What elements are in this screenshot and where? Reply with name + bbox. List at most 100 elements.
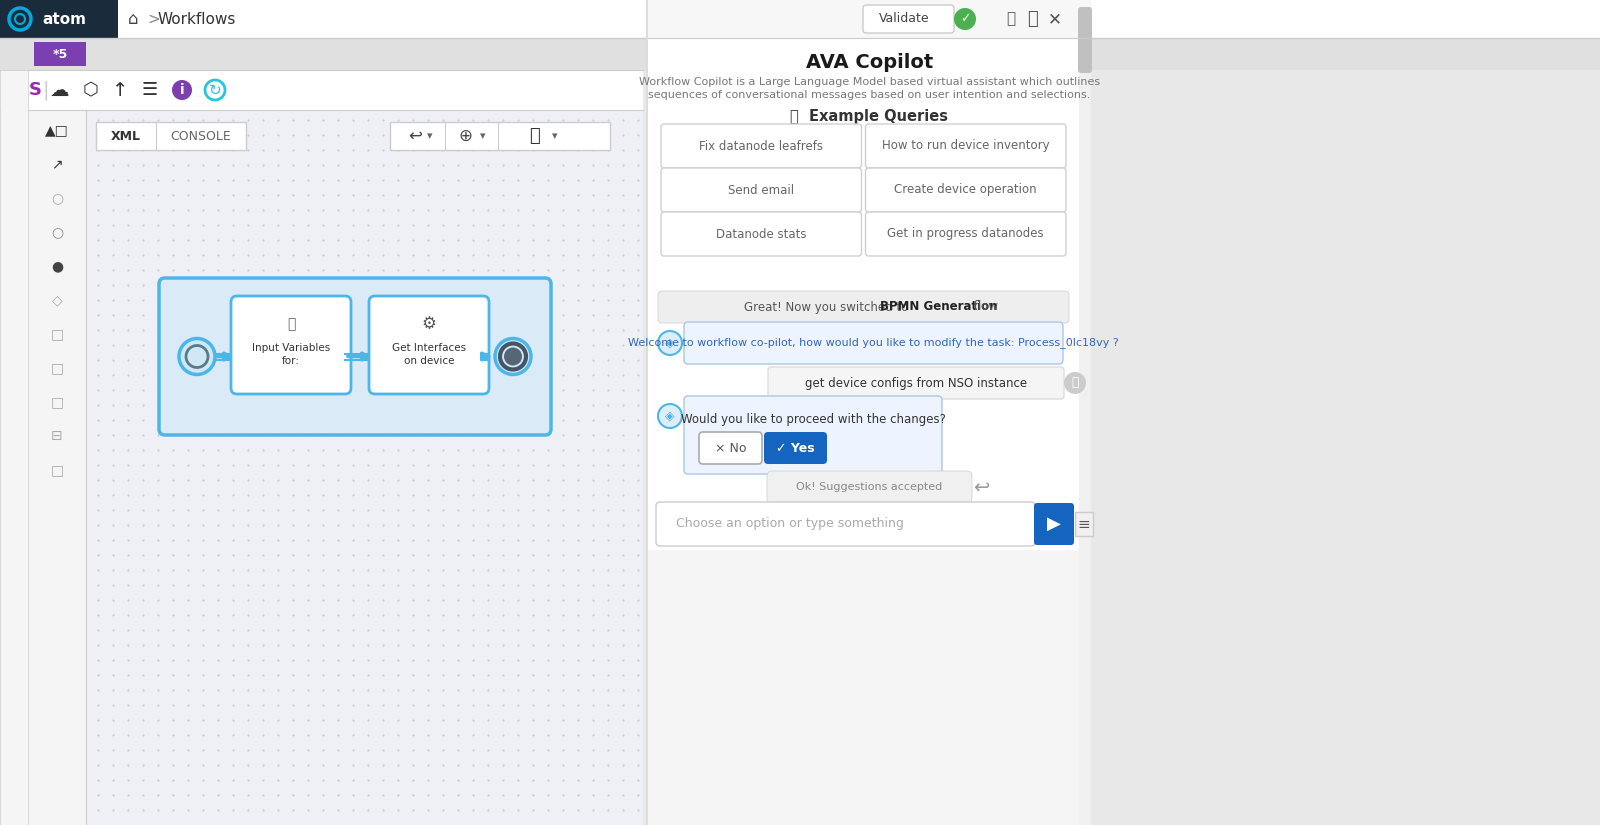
Text: ⊕: ⊕ (458, 127, 472, 145)
Text: How to run device inventory: How to run device inventory (882, 139, 1050, 153)
Text: ⤢: ⤢ (1027, 10, 1038, 28)
FancyBboxPatch shape (29, 110, 86, 825)
Text: ◈: ◈ (666, 337, 675, 350)
Text: ↩: ↩ (408, 127, 422, 145)
Text: ⌂: ⌂ (128, 10, 139, 28)
FancyBboxPatch shape (1078, 7, 1091, 73)
Text: ↩: ↩ (973, 478, 989, 497)
FancyBboxPatch shape (29, 110, 643, 825)
FancyBboxPatch shape (765, 432, 827, 464)
FancyBboxPatch shape (0, 70, 643, 110)
FancyBboxPatch shape (646, 0, 648, 825)
Text: Datanode stats: Datanode stats (717, 228, 806, 241)
FancyBboxPatch shape (661, 212, 861, 256)
Text: ●: ● (51, 259, 62, 273)
Text: ≡: ≡ (894, 10, 910, 29)
Text: × No: × No (715, 441, 746, 455)
Text: >: > (147, 12, 160, 26)
Text: on device: on device (403, 356, 454, 366)
FancyBboxPatch shape (699, 432, 762, 464)
FancyBboxPatch shape (230, 296, 350, 394)
Circle shape (494, 338, 531, 375)
Circle shape (499, 343, 526, 370)
Text: BPMN Generation: BPMN Generation (880, 300, 997, 314)
Text: ≡: ≡ (1078, 516, 1090, 531)
Text: ✕: ✕ (1048, 10, 1062, 28)
Text: ○: ○ (51, 191, 62, 205)
FancyBboxPatch shape (648, 550, 1091, 825)
FancyBboxPatch shape (1078, 0, 1091, 825)
Text: for:: for: (282, 356, 301, 366)
FancyBboxPatch shape (862, 5, 954, 33)
Text: CONSOLE: CONSOLE (171, 130, 232, 143)
Text: □: □ (51, 361, 64, 375)
Circle shape (173, 80, 192, 100)
FancyBboxPatch shape (96, 122, 246, 150)
Text: ↻: ↻ (208, 82, 221, 97)
FancyBboxPatch shape (685, 322, 1062, 364)
FancyBboxPatch shape (768, 367, 1064, 399)
Text: ☾: ☾ (1027, 10, 1043, 28)
Text: Workflow Copilot is a Large Language Model based virtual assistant which outline: Workflow Copilot is a Large Language Mod… (638, 77, 1101, 87)
Text: ▾: ▾ (552, 131, 558, 141)
Text: Ok! Suggestions accepted: Ok! Suggestions accepted (797, 482, 942, 492)
FancyBboxPatch shape (0, 0, 118, 38)
Text: Would you like to proceed with the changes?: Would you like to proceed with the chang… (680, 413, 946, 427)
Text: Great! Now you switched to: Great! Now you switched to (744, 300, 912, 314)
FancyBboxPatch shape (1034, 503, 1074, 545)
FancyBboxPatch shape (34, 42, 86, 66)
Text: atom: atom (42, 12, 86, 26)
FancyBboxPatch shape (866, 212, 1066, 256)
Text: ✓: ✓ (960, 12, 970, 26)
FancyBboxPatch shape (866, 124, 1066, 168)
Text: ▾: ▾ (992, 14, 997, 24)
Circle shape (658, 404, 682, 428)
FancyBboxPatch shape (158, 278, 550, 435)
Text: AVA Copilot: AVA Copilot (806, 53, 933, 72)
Text: ▾: ▾ (427, 131, 434, 141)
Text: 8: 8 (875, 7, 880, 16)
Text: Tenants: Tenants (930, 12, 978, 26)
Text: Workflows: Workflows (158, 12, 237, 26)
FancyBboxPatch shape (0, 0, 1600, 38)
Text: 👤: 👤 (1072, 376, 1078, 389)
Text: Send email: Send email (728, 183, 794, 196)
Text: ◇: ◇ (51, 293, 62, 307)
Circle shape (872, 6, 883, 18)
Text: 👤: 👤 (286, 317, 294, 331)
Circle shape (504, 347, 522, 365)
Text: Welcome to workflow co-pilot, how would you like to modify the task: Process_0lc: Welcome to workflow co-pilot, how would … (629, 337, 1118, 348)
Text: □: □ (51, 395, 64, 409)
FancyBboxPatch shape (661, 168, 861, 212)
Circle shape (1064, 372, 1086, 394)
FancyBboxPatch shape (1075, 512, 1093, 536)
Text: *5: *5 (53, 48, 67, 60)
Text: S: S (29, 81, 42, 99)
Text: ○: ○ (51, 225, 62, 239)
Text: |: | (43, 80, 50, 100)
FancyBboxPatch shape (656, 502, 1035, 546)
Text: Get Interfaces: Get Interfaces (392, 343, 466, 353)
FancyBboxPatch shape (0, 70, 29, 825)
FancyBboxPatch shape (866, 168, 1066, 212)
Text: XML: XML (110, 130, 141, 143)
Text: ◈: ◈ (666, 409, 675, 422)
Text: 📅: 📅 (1006, 12, 1016, 26)
Text: Validate: Validate (878, 12, 930, 26)
FancyBboxPatch shape (661, 124, 861, 168)
Circle shape (179, 338, 214, 375)
Text: Create device operation: Create device operation (894, 183, 1037, 196)
FancyBboxPatch shape (0, 38, 1600, 70)
Circle shape (954, 8, 976, 30)
Text: 👤: 👤 (1010, 12, 1019, 26)
FancyBboxPatch shape (909, 8, 998, 30)
Text: get device configs from NSO instance: get device configs from NSO instance (805, 376, 1027, 389)
Text: ☰: ☰ (142, 81, 158, 99)
Text: ↑: ↑ (112, 81, 128, 100)
Text: Input Variables: Input Variables (251, 343, 330, 353)
Text: ▶: ▶ (1046, 515, 1061, 533)
Text: ⊕: ⊕ (1046, 10, 1059, 28)
FancyBboxPatch shape (390, 122, 610, 150)
Circle shape (186, 346, 208, 367)
FancyBboxPatch shape (648, 0, 1091, 38)
